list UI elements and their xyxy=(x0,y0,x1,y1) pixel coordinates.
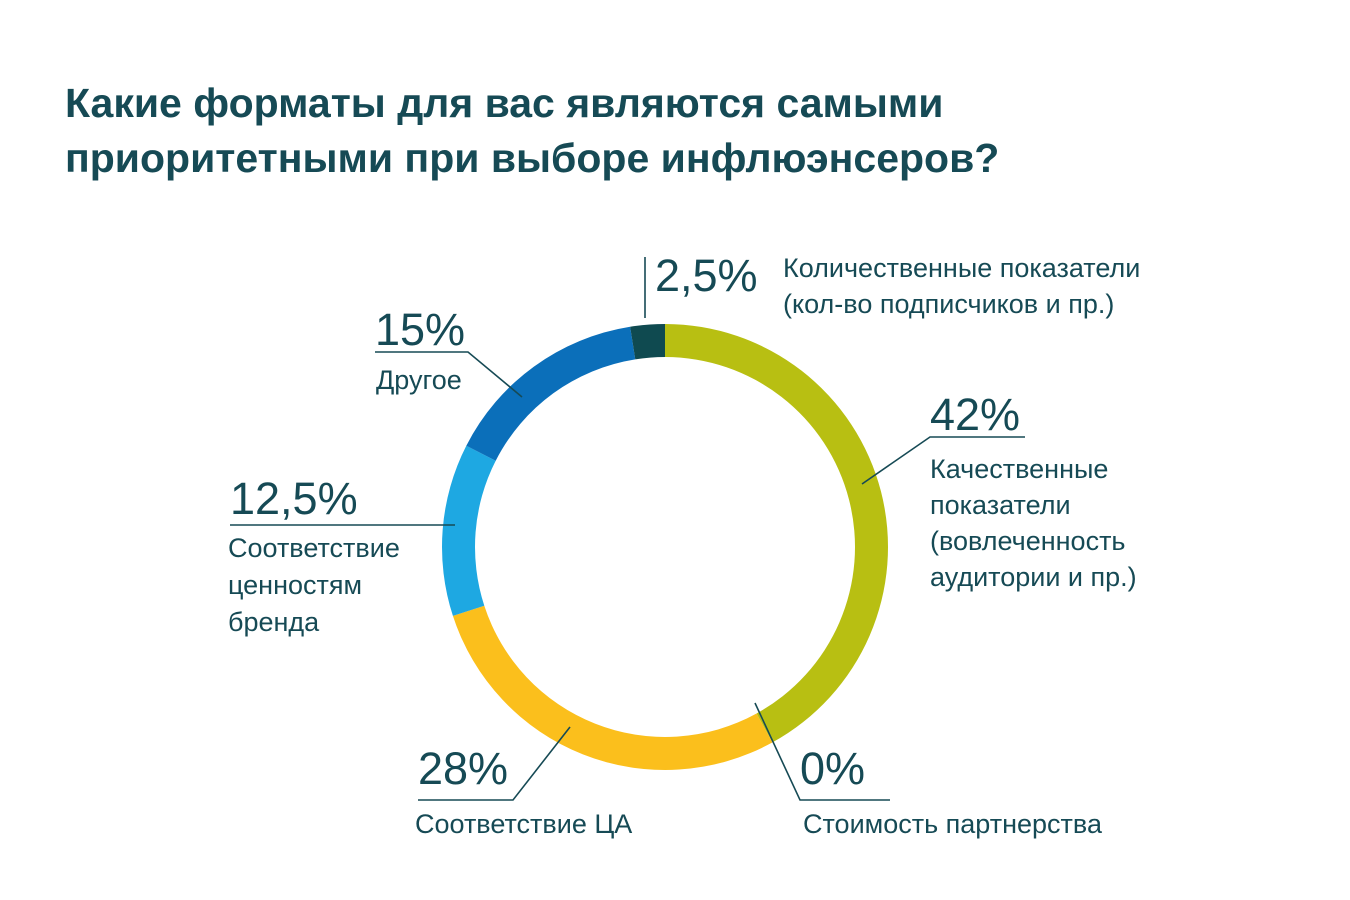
chart-title-line-1: Какие форматы для вас являются самыми xyxy=(65,80,943,126)
value-label-5: 15% xyxy=(375,304,465,355)
donut-slice-6 xyxy=(630,324,665,360)
value-label-3: 28% xyxy=(418,743,508,794)
category-label-4-line-2: ценностям xyxy=(228,570,362,600)
category-label-4-line-1: Соответствие xyxy=(228,533,400,563)
category-label-1-line-4: аудитории и пр.) xyxy=(930,562,1137,592)
donut-slice-3 xyxy=(452,605,773,770)
value-label-6: 2,5% xyxy=(655,250,758,301)
annotation-5: 15% Другое xyxy=(375,304,523,398)
leader-line-3 xyxy=(418,726,571,801)
chart-title-line-2: приоритетными при выборе инфлюэнсеров? xyxy=(65,135,999,181)
category-label-5-line-1: Другое xyxy=(376,365,462,395)
annotation-3: 28% Соответствие ЦА xyxy=(415,726,632,839)
chart-title: Какие форматы для вас являются самыми пр… xyxy=(65,80,999,181)
donut-slice-1 xyxy=(665,324,889,743)
donut-slice-5 xyxy=(466,326,636,461)
value-label-4: 12,5% xyxy=(230,473,358,524)
category-label-3-line-1: Соответствие ЦА xyxy=(415,809,632,839)
category-label-2-line-1: Стоимость партнерства xyxy=(803,809,1103,839)
category-label-6-line-1: Количественные показатели xyxy=(783,253,1140,283)
category-label-1-line-1: Качественные xyxy=(930,454,1108,484)
leader-line-2 xyxy=(754,702,890,801)
value-label-2: 0% xyxy=(800,743,865,794)
value-label-1: 42% xyxy=(930,389,1020,440)
slice-annotations: 42% Качественные показатели (вовлеченность а… xyxy=(228,250,1140,839)
leader-line-5 xyxy=(375,351,523,398)
annotation-2: 0% Стоимость партнерства xyxy=(754,702,1103,839)
annotation-1: 42% Качественные показатели (вовлеченность а… xyxy=(861,389,1137,592)
donut-ring xyxy=(442,324,889,770)
category-label-4-line-3: бренда xyxy=(228,607,320,637)
annotation-4: 12,5% Соответствие ценностям бренда xyxy=(228,473,455,637)
category-label-6-line-2: (кол-во подписчиков и пр.) xyxy=(783,289,1114,319)
donut-slice-4 xyxy=(442,445,496,616)
annotation-6: 2,5% Количественные показатели (кол-во под… xyxy=(644,250,1140,319)
category-label-1-line-2: показатели xyxy=(930,490,1071,520)
category-label-1-line-3: (вовлеченность xyxy=(930,526,1126,556)
leader-line-1 xyxy=(861,436,1025,485)
